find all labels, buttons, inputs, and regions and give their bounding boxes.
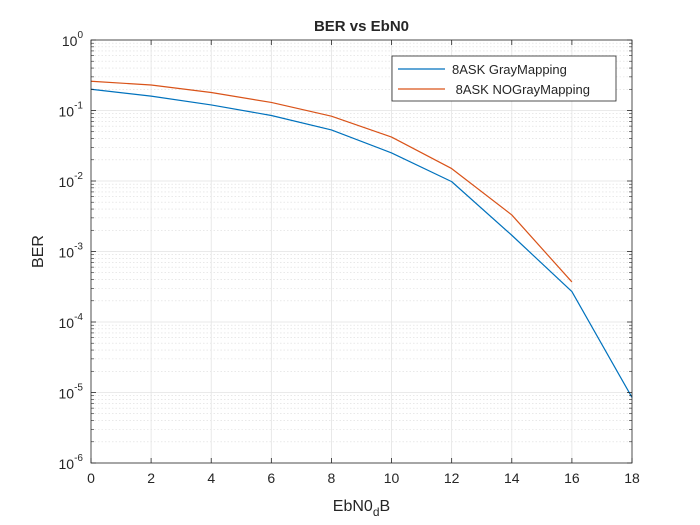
x-tick-label: 16	[564, 470, 580, 486]
x-tick-label: 4	[207, 470, 215, 486]
x-axis-label-base: EbN0	[333, 498, 373, 515]
x-axis-label-subscript: d	[373, 505, 380, 519]
x-tick-label: 12	[444, 470, 460, 486]
series-line-no-gray-mapping	[90, 80, 573, 283]
x-tick-label: 2	[147, 470, 155, 486]
y-tick-label: 10-6	[59, 453, 84, 472]
x-tick-labels: 0 2 4 6 8 10 12 14 16 18	[87, 470, 640, 486]
tick-marks	[90, 39, 633, 464]
x-tick-label: 8	[328, 470, 336, 486]
y-axis-label: BER	[30, 235, 47, 268]
y-tick-label: 10-1	[59, 101, 84, 120]
x-tick-label: 14	[504, 470, 520, 486]
series-line-gray-mapping	[90, 88, 633, 398]
legend[interactable]: 8ASK GrayMapping 8ASK NOGrayMapping	[391, 55, 617, 102]
x-tick-label: 6	[267, 470, 275, 486]
legend-label-gray-mapping: 8ASK GrayMapping	[452, 62, 567, 77]
minor-grid	[91, 42, 632, 443]
legend-box	[391, 55, 617, 102]
y-tick-label: 10-2	[59, 171, 84, 190]
y-tick-label: 10-5	[59, 383, 84, 402]
x-tick-label: 0	[87, 470, 95, 486]
x-tick-label: 18	[624, 470, 640, 486]
legend-label-no-gray-mapping: 8ASK NOGrayMapping	[452, 82, 590, 97]
x-tick-label: 10	[384, 470, 400, 486]
y-tick-label: 10-3	[59, 242, 84, 261]
x-axis-label-tail: B	[380, 498, 391, 515]
series-layer	[90, 80, 633, 398]
chart-title: BER vs EbN0	[314, 18, 409, 35]
y-tick-labels: 100 10-1 10-2 10-3 10-4 10-5 10-6	[59, 30, 84, 472]
y-tick-label: 100	[62, 30, 84, 49]
y-tick-label: 10-4	[59, 312, 84, 331]
x-axis-label: EbN0dB	[333, 498, 390, 519]
